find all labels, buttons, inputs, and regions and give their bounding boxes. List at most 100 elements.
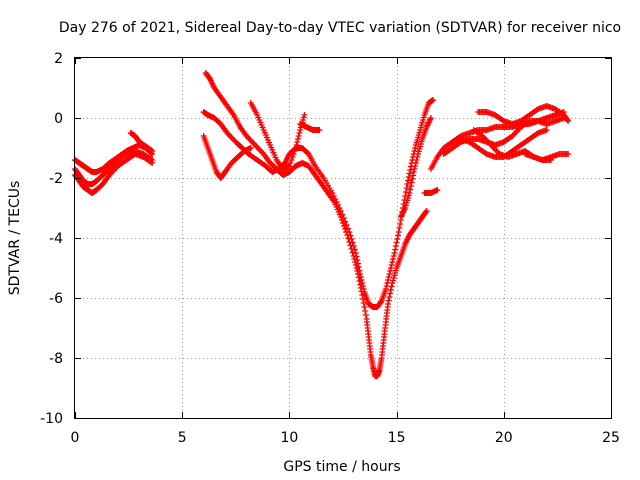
data-point — [392, 243, 399, 249]
data-point — [412, 160, 419, 166]
data-point — [422, 209, 429, 215]
data-point — [293, 142, 300, 148]
data-point — [360, 283, 367, 289]
data-point — [346, 229, 353, 235]
data-point — [382, 286, 389, 292]
data-point — [348, 236, 355, 242]
data-point — [394, 236, 401, 242]
data-point — [362, 312, 369, 318]
data-series — [72, 70, 572, 379]
data-point — [396, 225, 403, 231]
x-axis-label: GPS time / hours — [283, 459, 400, 475]
y-tick-label: -6 — [49, 291, 63, 307]
data-point — [391, 250, 398, 256]
data-point — [547, 157, 554, 163]
data-point — [414, 154, 421, 160]
data-point — [406, 170, 413, 177]
x-tick-label: 20 — [495, 430, 513, 446]
x-tick-label: 10 — [280, 430, 298, 446]
series-track-g — [200, 133, 254, 181]
axis-ticks: 0 5 10 15 20 25 -10 -8 -6 -4 -2 0 2 — [40, 51, 620, 446]
data-point — [357, 274, 364, 280]
data-point — [404, 181, 411, 187]
data-point — [355, 264, 362, 270]
data-point — [385, 301, 392, 307]
data-point — [345, 225, 352, 232]
data-point — [402, 189, 409, 195]
x-tick-label: 25 — [602, 430, 620, 446]
data-point — [405, 177, 412, 184]
data-point — [387, 268, 394, 274]
series-track-f — [200, 97, 437, 310]
data-point — [395, 229, 402, 235]
data-point — [405, 174, 412, 180]
data-point — [360, 300, 367, 306]
data-point — [413, 157, 420, 163]
data-point — [410, 172, 417, 179]
y-tick-label: -2 — [49, 171, 63, 187]
data-point — [385, 274, 392, 280]
plot-frame — [74, 57, 612, 419]
data-point — [361, 304, 368, 310]
series-track-i — [297, 121, 323, 133]
series-track-p — [475, 103, 572, 127]
data-point — [412, 145, 419, 151]
data-point — [352, 250, 359, 256]
data-point — [384, 280, 391, 286]
data-point — [247, 145, 254, 151]
data-point — [354, 257, 361, 263]
data-point — [388, 283, 395, 290]
data-point — [386, 294, 393, 300]
data-point — [343, 222, 350, 228]
data-point — [407, 186, 414, 193]
series-track-j — [397, 115, 434, 220]
data-point — [406, 190, 413, 196]
data-point — [286, 163, 293, 169]
data-point — [316, 127, 323, 133]
data-point — [342, 218, 349, 225]
data-point — [403, 185, 410, 191]
data-point — [340, 215, 347, 221]
data-point — [390, 253, 397, 259]
data-point — [565, 151, 572, 157]
data-point — [385, 297, 392, 304]
data-point — [294, 136, 301, 142]
y-tick-label: 2 — [54, 51, 63, 67]
data-point — [383, 283, 390, 289]
data-point — [362, 308, 369, 314]
y-tick-label: -8 — [49, 351, 63, 367]
data-point — [295, 133, 302, 139]
series-track-q — [522, 151, 554, 163]
data-point — [395, 232, 402, 239]
data-point — [353, 253, 360, 260]
data-point — [565, 118, 572, 124]
data-point — [294, 139, 301, 145]
data-point — [351, 246, 358, 253]
data-point — [349, 239, 356, 246]
data-point — [409, 176, 416, 182]
x-tick-label: 0 — [71, 430, 80, 446]
data-point — [423, 208, 430, 214]
data-point — [360, 296, 367, 302]
data-point — [430, 97, 437, 103]
data-point — [287, 160, 294, 166]
data-point — [387, 287, 394, 293]
data-point — [386, 271, 393, 277]
y-axis-label: SDTVAR / TECUs — [7, 181, 23, 296]
chart-title: Day 276 of 2021, Sidereal Day-to-day VTE… — [59, 20, 621, 36]
data-point — [296, 130, 303, 136]
series-track-h — [247, 100, 308, 172]
data-point — [356, 267, 363, 274]
data-point — [358, 277, 365, 283]
data-point — [337, 208, 344, 214]
data-point — [390, 256, 397, 262]
data-point — [387, 265, 394, 271]
series-track-d — [127, 130, 156, 154]
data-point — [339, 211, 346, 218]
data-point — [408, 179, 415, 186]
series-track-e — [202, 70, 430, 379]
data-point — [564, 117, 571, 123]
data-point — [434, 187, 441, 193]
data-point — [288, 157, 295, 163]
